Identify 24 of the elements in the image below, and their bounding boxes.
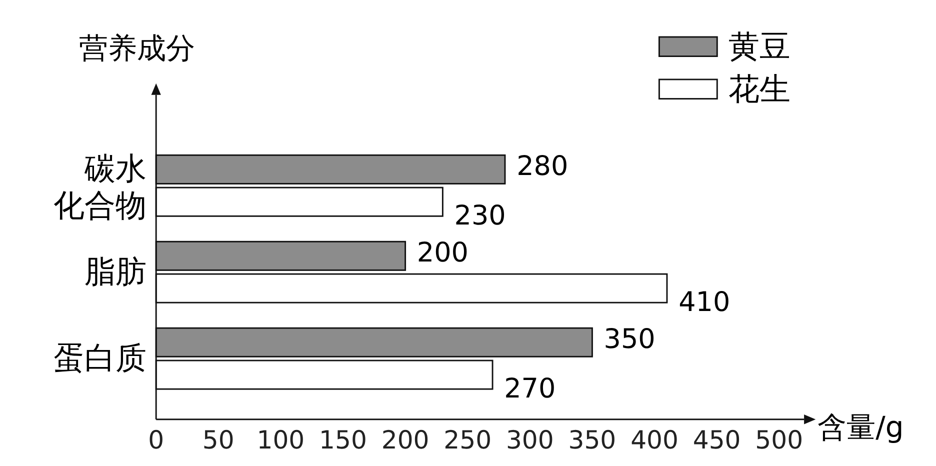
data-label: 280: [516, 150, 568, 182]
x-tick-label: 100: [256, 425, 305, 454]
data-label: 230: [454, 200, 506, 232]
data-label: 200: [416, 237, 468, 268]
x-tick-label: 500: [755, 425, 804, 454]
x-tick-label: 200: [381, 425, 430, 454]
data-label: 350: [604, 324, 656, 355]
data-label: 270: [504, 374, 556, 405]
x-tick-label: 150: [319, 425, 367, 454]
y-tick-label: 蛋白质: [53, 340, 146, 377]
y-tick-label: 碳水化合物: [53, 152, 146, 224]
x-axis-title: 含量/g: [818, 410, 904, 444]
y-axis-title: 营养成分: [78, 31, 195, 66]
x-tick-label: 50: [202, 425, 234, 454]
legend-label: 花生: [728, 71, 791, 108]
y-tick-label: 脂肪: [84, 254, 146, 290]
x-tick-label: 400: [630, 425, 678, 454]
data-label: 410: [678, 287, 730, 318]
x-tick-label: 300: [506, 425, 554, 454]
x-tick-label: 350: [568, 425, 616, 454]
x-tick-label: 450: [692, 425, 741, 454]
x-tick-label: 250: [444, 425, 492, 454]
x-tick-label: 0: [148, 425, 164, 454]
legend-label: 黄豆: [728, 28, 791, 66]
